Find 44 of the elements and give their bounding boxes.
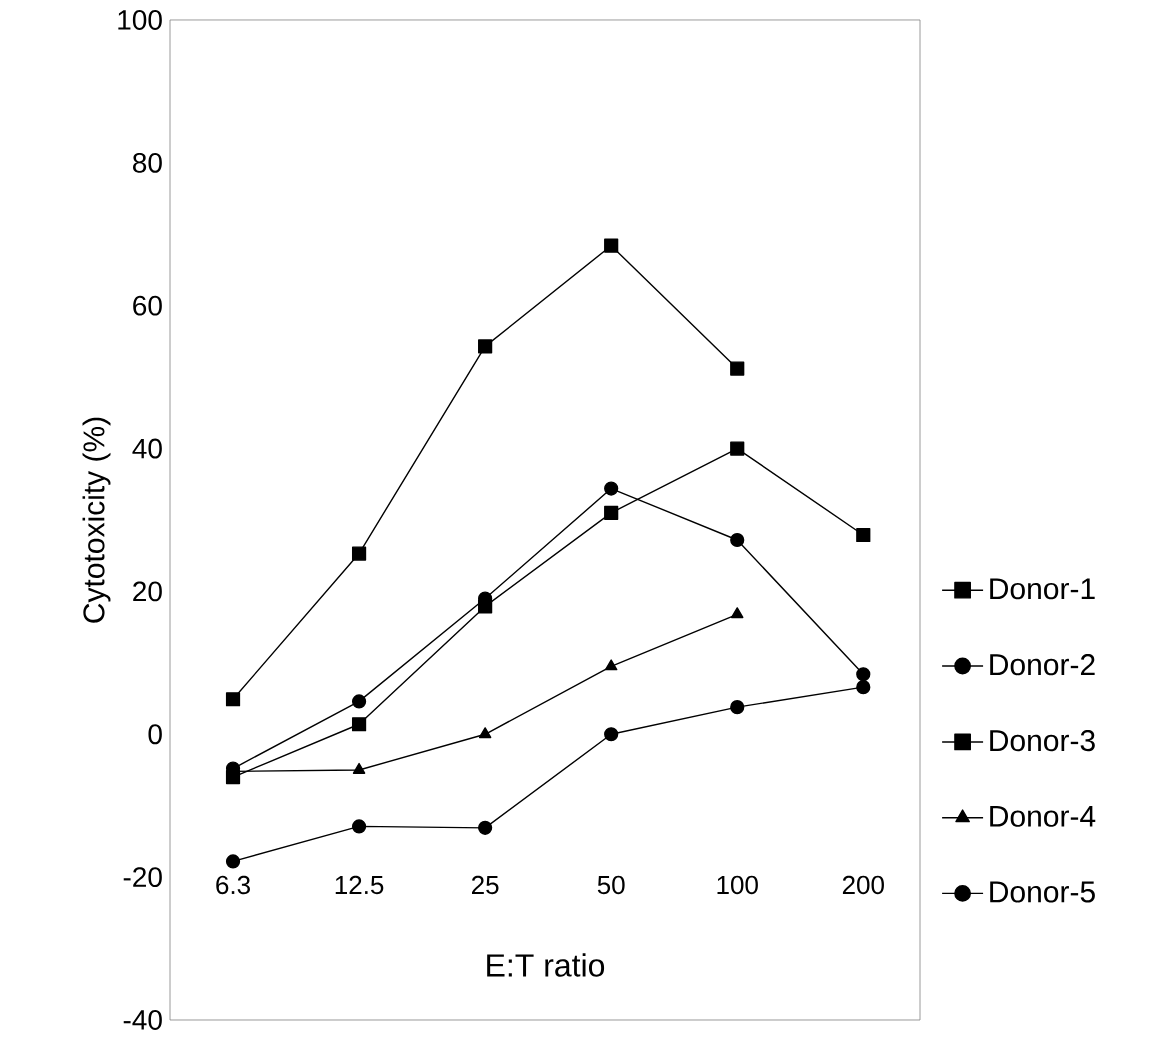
legend-label: Donor-4 (990, 805, 1096, 827)
point (225, 692, 241, 707)
x-tick-label: 50 (597, 875, 625, 895)
point (730, 700, 745, 715)
y-axis-title: Cytotoxicity (%) (82, 417, 111, 623)
point (478, 339, 493, 354)
x-tick-label: 6.3 (216, 875, 250, 895)
x-tick-label: 100 (717, 875, 758, 895)
point (351, 717, 367, 732)
point (352, 762, 366, 774)
legend-label: Donor-3 (990, 729, 1095, 752)
x-tick-label: 12.5 (335, 875, 384, 895)
point (225, 854, 241, 869)
point (730, 441, 745, 456)
point (604, 238, 619, 253)
y-tick-label: -40 (123, 1010, 162, 1030)
y-tick-label: 20 (133, 581, 162, 602)
x-tick-label: 200 (842, 875, 884, 895)
y-tick-label: -20 (123, 867, 162, 888)
point (730, 607, 744, 619)
y-tick-label: 60 (133, 295, 162, 316)
point (856, 667, 871, 682)
point (604, 481, 619, 496)
point (604, 659, 618, 671)
y-tick-label: 40 (132, 438, 162, 459)
legend-label: Donor-2 (990, 654, 1095, 676)
point (856, 680, 871, 695)
x-axis-title: E:T ratio (487, 953, 605, 977)
point (478, 820, 493, 835)
point (351, 694, 367, 709)
y-tick-label: 100 (118, 10, 162, 30)
legend-label: Donor-5 (990, 881, 1095, 903)
point (351, 819, 367, 834)
point (730, 532, 745, 548)
point (351, 546, 367, 561)
point (478, 727, 492, 739)
point (604, 727, 619, 742)
point (730, 361, 745, 376)
point (604, 505, 619, 520)
point (856, 527, 871, 543)
y-tick-label: 80 (133, 152, 162, 173)
legend-label: Donor-1 (990, 578, 1095, 600)
y-tick-label: 0 (148, 724, 162, 745)
x-tick-label: 25 (471, 875, 499, 895)
